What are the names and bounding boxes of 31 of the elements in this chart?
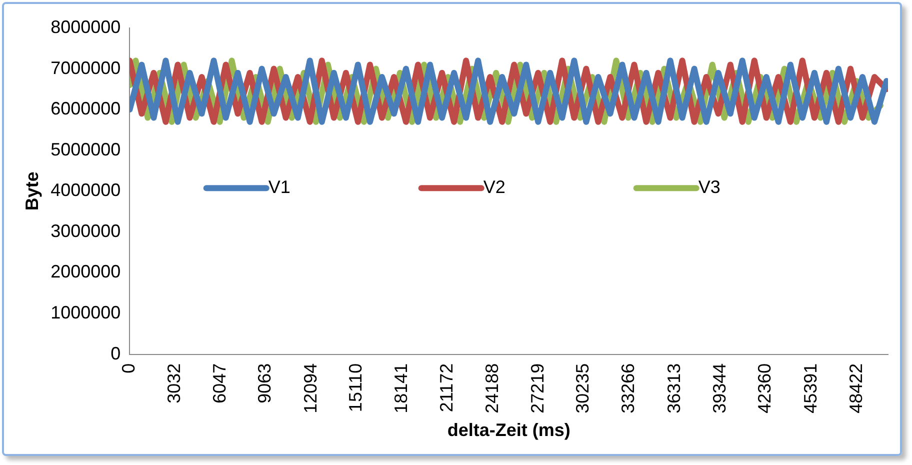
x-axis-title: delta-Zeit (ms) [447,420,570,440]
y-tick-label: 6000000 [50,98,121,119]
y-tick-label: 3000000 [50,220,121,241]
x-tick-label: 36313 [664,363,684,414]
y-axis-title: Byte [22,172,42,211]
legend-label: V3 [698,177,720,198]
x-tick-label: 48422 [846,363,866,414]
y-tick-label: 8000000 [50,16,121,37]
y-tick-label: 0 [110,343,121,364]
x-tick-label: 24188 [482,363,502,414]
y-tick-label: 5000000 [50,139,121,160]
x-tick-label: 27219 [527,363,548,414]
x-tick-label: 15110 [346,363,366,412]
x-tick-label: 18141 [391,363,412,414]
x-tick-label: 9063 [254,363,275,404]
x-tick-label: 30235 [572,363,593,414]
y-tick-label: 2000000 [50,262,121,282]
x-tick-label: 45391 [800,363,820,414]
legend-label: V2 [483,177,506,198]
x-tick-label: 6047 [209,363,230,404]
y-tick-label: 7000000 [50,58,121,78]
x-tick-label: 3032 [164,363,184,404]
x-tick-label: 33266 [618,363,638,414]
legend-label: V1 [268,177,290,198]
x-tick-label: 0 [118,363,139,374]
x-tick-label: 42360 [754,363,775,414]
y-tick-label: 4000000 [50,180,121,200]
x-tick-label: 21172 [436,363,457,412]
x-tick-label: 12094 [300,363,320,414]
x-tick-label: 39344 [709,363,730,414]
y-tick-label: 1000000 [50,302,121,323]
